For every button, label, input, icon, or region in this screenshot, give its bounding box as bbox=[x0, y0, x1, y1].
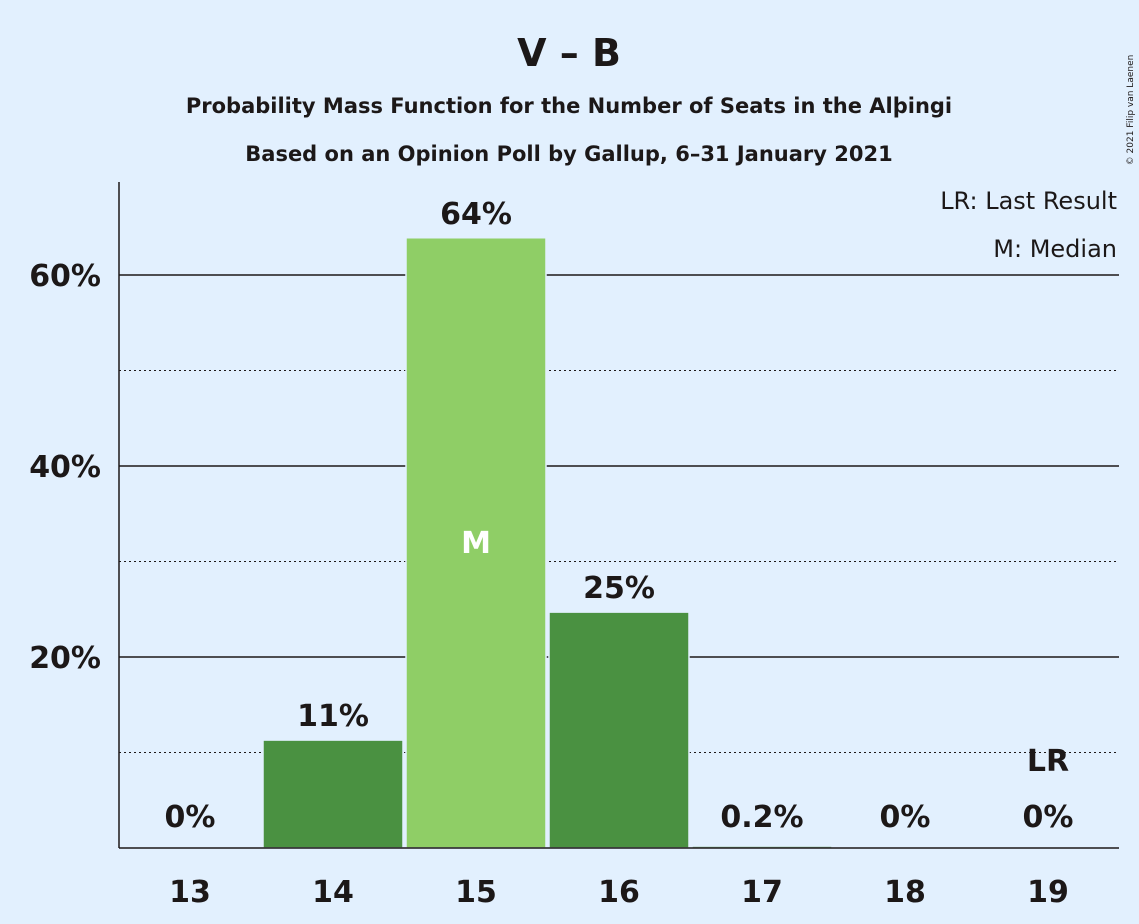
y-tick-label: 20% bbox=[29, 641, 101, 676]
y-tick-labels: 20% 40% 60% bbox=[29, 259, 101, 676]
bar bbox=[548, 611, 690, 849]
x-tick-label: 17 bbox=[741, 875, 783, 910]
x-tick-label: 18 bbox=[884, 875, 926, 910]
value-labels: 0% 11% 64% 25% 0.2% 0% 0% M LR bbox=[165, 197, 1074, 835]
y-tick-label: 60% bbox=[29, 259, 101, 294]
x-tick-label: 14 bbox=[312, 875, 354, 910]
bar bbox=[262, 739, 404, 849]
value-label: 11% bbox=[297, 699, 369, 734]
value-label: 0% bbox=[880, 800, 931, 835]
bar bbox=[405, 237, 547, 849]
median-marker: M bbox=[461, 526, 491, 561]
axes bbox=[118, 182, 1119, 849]
chart-subtitle: Probability Mass Function for the Number… bbox=[186, 94, 952, 118]
legend-median: M: Median bbox=[993, 235, 1117, 263]
copyright-note: © 2021 Filip van Laenen bbox=[1126, 55, 1136, 166]
value-label: 0.2% bbox=[720, 800, 803, 835]
y-tick-label: 40% bbox=[29, 450, 101, 485]
value-label: 0% bbox=[165, 800, 216, 835]
value-label: 0% bbox=[1023, 800, 1074, 835]
chart-subtitle-poll: Based on an Opinion Poll by Gallup, 6–31… bbox=[245, 142, 892, 166]
x-tick-labels: 13 14 15 16 17 18 19 bbox=[169, 875, 1069, 910]
last-result-marker: LR bbox=[1027, 744, 1069, 779]
value-label: 25% bbox=[583, 571, 655, 606]
x-tick-label: 19 bbox=[1027, 875, 1069, 910]
bars bbox=[262, 237, 833, 849]
x-tick-label: 16 bbox=[598, 875, 640, 910]
x-tick-label: 13 bbox=[169, 875, 211, 910]
legend-last-result: LR: Last Result bbox=[940, 187, 1117, 215]
chart-title: V – B bbox=[517, 31, 621, 75]
x-tick-label: 15 bbox=[455, 875, 497, 910]
value-label: 64% bbox=[440, 197, 512, 232]
